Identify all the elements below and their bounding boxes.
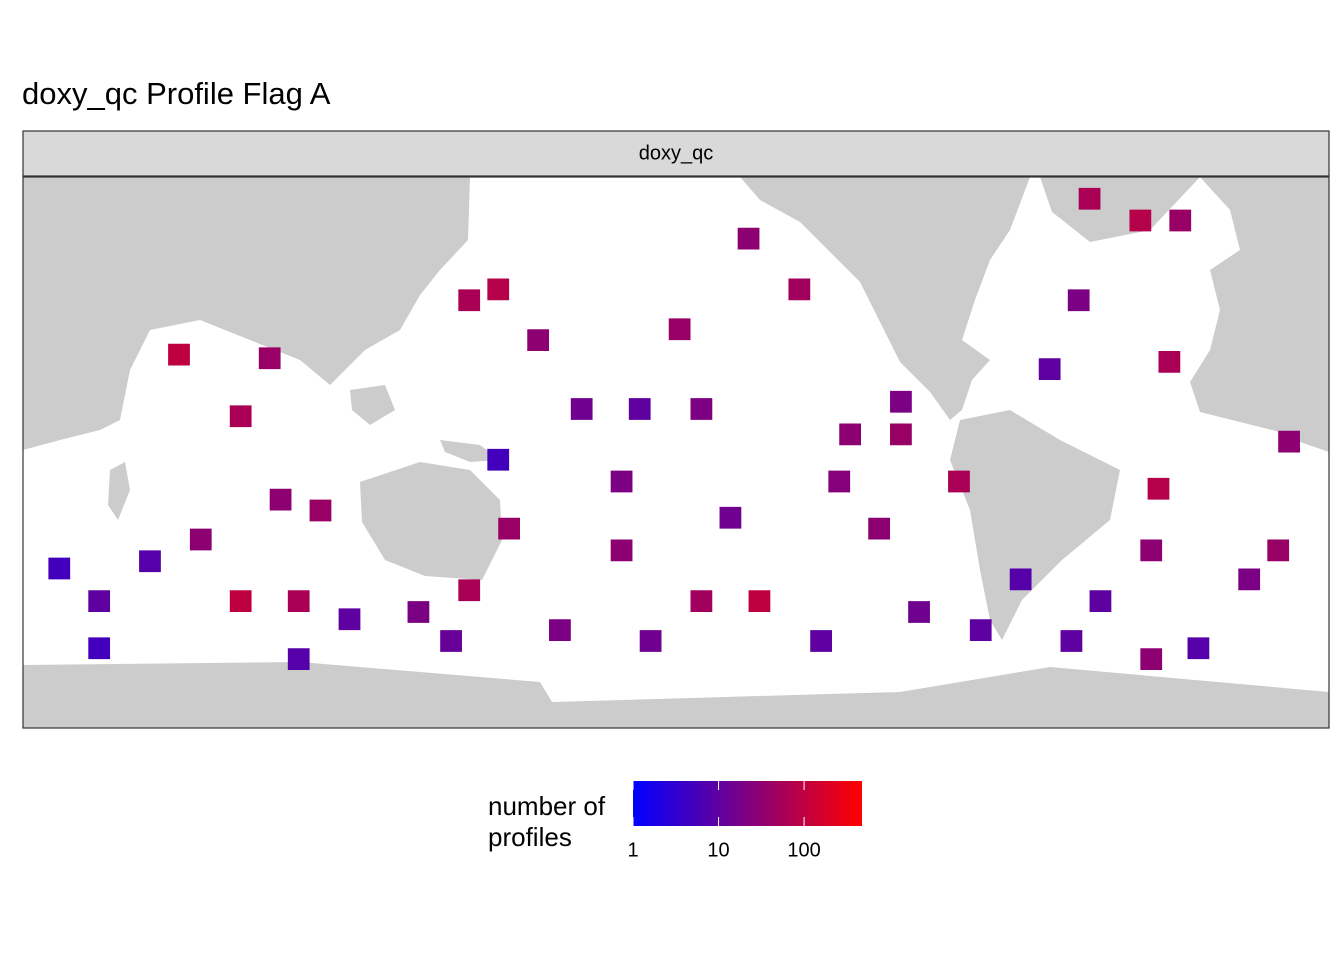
cell [969,619,992,641]
cell [269,488,292,511]
land [23,177,1329,728]
facet-label: doxy_qc [639,142,714,164]
legend: number of profiles 1 10 100 [488,781,862,861]
cell [719,506,742,529]
cell [570,398,593,420]
colorbar-tick-label: 10 [707,839,729,861]
cell [1147,477,1170,500]
map-panel [22,176,1330,729]
cell [189,528,212,551]
europe-africa [1190,177,1329,452]
legend-title: number of profiles [488,791,606,852]
cell [788,278,811,301]
cell [1238,568,1261,591]
cell [839,423,862,446]
cell [1140,648,1163,670]
panel-border [22,176,1330,729]
cell [1169,209,1192,232]
cell [1089,590,1112,612]
north-america [740,177,1030,420]
cell [458,579,481,602]
madagascar [108,462,130,520]
cell [737,227,760,250]
eurasia-africa [23,177,470,450]
cell [1267,539,1290,562]
cell [440,630,462,652]
cell [527,329,550,351]
cell [338,608,361,631]
cell [628,398,651,420]
cell [1140,539,1163,562]
cell [458,289,481,312]
cell [1060,630,1083,652]
cell [639,630,662,652]
cell [258,347,281,370]
cell [487,278,510,301]
cell [139,550,161,573]
cell [229,590,252,612]
chart-title: doxy_qc Profile Flag A [22,76,331,111]
cell [88,590,111,612]
cell [287,648,310,670]
cells [48,187,1300,670]
cell [748,590,771,612]
colorbar-tick-label: 1 [627,839,638,861]
south-america [950,410,1120,640]
borneo [350,385,395,425]
cell [48,557,71,580]
cell [309,499,332,522]
cell [1278,430,1300,453]
cell [1158,351,1181,373]
cell [810,630,832,652]
cell [229,405,252,428]
cell [890,423,912,446]
cell [890,390,912,413]
cell [690,590,713,612]
cell [828,470,851,493]
facet-strip [22,130,1330,177]
antarctica [23,662,1329,728]
cell [1038,358,1061,380]
cell [908,601,930,623]
cell [948,470,970,493]
cell [610,470,633,493]
australia [360,462,502,580]
cell [168,343,190,366]
cell [549,619,571,641]
cell [1187,637,1210,660]
cell [610,539,633,562]
cell [407,601,430,623]
new-guinea [440,440,500,462]
cell [1009,568,1032,591]
cell [487,448,510,471]
cell [498,517,521,540]
cell [1067,289,1090,312]
cell [690,398,713,420]
cell [668,318,691,341]
cell [1129,209,1152,232]
cell [868,517,891,540]
cell [1078,187,1101,210]
colorbar-tick-label: 100 [787,839,820,861]
cell [88,637,111,660]
colorbar [633,781,862,826]
cell [287,590,310,612]
